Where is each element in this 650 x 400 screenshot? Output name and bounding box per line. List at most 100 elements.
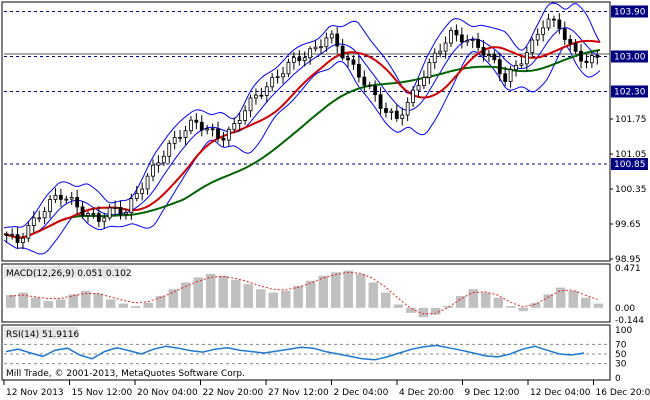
macd-histogram-bar: [381, 292, 391, 308]
candle-body: [232, 123, 237, 130]
macd-histogram-bar: [368, 282, 378, 308]
candle-body: [281, 73, 285, 78]
candle-body: [557, 19, 562, 30]
moving-average-fast-line: [3, 39, 601, 239]
macd-histogram-bar: [143, 302, 153, 308]
rsi-title: RSI(14) 51.9116: [6, 330, 79, 340]
price-tag-label-103.00: 103.00: [614, 53, 646, 63]
candle-body: [156, 162, 161, 166]
candle-body: [151, 164, 155, 177]
candle-body: [422, 77, 426, 86]
candle-body: [514, 64, 518, 70]
candle-body: [124, 212, 128, 215]
candle-body: [69, 197, 74, 200]
candle-body: [183, 130, 188, 138]
macd-histogram-bar: [393, 304, 403, 308]
price-tick-label: 98.95: [615, 255, 641, 265]
macd-histogram-bar: [68, 294, 78, 308]
candle-body: [584, 60, 589, 64]
candle-body: [351, 59, 356, 65]
macd-histogram-bar: [331, 272, 341, 308]
candle-body: [465, 40, 470, 43]
candle-body: [454, 29, 459, 36]
candle-body: [470, 39, 475, 41]
macd-histogram-bar: [431, 307, 441, 315]
x-tick-label: 4 Dec 20:00: [399, 388, 454, 398]
candle-body: [595, 55, 600, 58]
candle-body: [286, 61, 291, 75]
price-tag-label-100.85: 100.85: [614, 160, 646, 170]
macd-histogram-bar: [468, 289, 478, 308]
macd-histogram-bar: [568, 290, 578, 308]
candle-body: [254, 94, 258, 99]
candle-body: [405, 102, 410, 116]
candle-body: [194, 119, 199, 123]
candle-body: [237, 120, 242, 124]
candle-body: [205, 128, 210, 131]
candle-body: [248, 97, 253, 112]
x-tick-label: 22 Nov 20:00: [203, 388, 264, 398]
macd-histogram-bar: [506, 306, 516, 308]
macd-histogram-bar: [293, 285, 303, 308]
rsi-panel: [4, 343, 610, 365]
candle-body: [243, 110, 248, 121]
bollinger-lower-line: [3, 45, 601, 255]
macd-tick-label: -0.144: [615, 316, 644, 326]
candle-body: [53, 195, 58, 200]
candle-body: [275, 76, 280, 79]
candle-body: [378, 94, 383, 109]
candle-body: [48, 199, 52, 212]
candle-body: [432, 52, 437, 63]
macd-histogram-bar: [18, 292, 28, 308]
candle-body: [313, 46, 318, 50]
candle-body: [492, 54, 497, 61]
macd-tick-label: 0.471: [615, 264, 641, 274]
candle-body: [210, 128, 215, 131]
price-tag-103.00: [611, 50, 648, 63]
macd-histogram-bar: [181, 282, 191, 308]
candle-body: [26, 225, 31, 239]
macd-histogram-bar: [256, 289, 266, 308]
candle-body: [134, 192, 139, 199]
candle-body: [416, 85, 421, 91]
x-tick-label: 2 Dec 04:00: [334, 388, 389, 398]
rsi-title-bg: [4, 327, 78, 339]
macd-histogram-bar: [218, 275, 228, 308]
candle-body: [367, 84, 372, 87]
macd-histogram-bar: [418, 307, 428, 318]
price-tag-103.90: [611, 5, 648, 18]
x-tick-label: 15 Nov 12:00: [72, 388, 133, 398]
candle-body: [178, 136, 182, 139]
candle-body: [308, 48, 313, 59]
candle-body: [199, 121, 204, 131]
macd-histogram-bar: [493, 297, 503, 308]
candle-body: [519, 63, 524, 66]
macd-histogram-bar: [43, 301, 53, 308]
candle-body: [400, 114, 405, 119]
price-tick-label: 100.35: [615, 185, 647, 195]
candle-body: [4, 233, 9, 236]
candle-body: [42, 211, 47, 219]
candle-body: [459, 34, 464, 43]
candle-body: [503, 73, 508, 82]
candle-body: [319, 46, 323, 49]
candle-body: [562, 28, 567, 40]
candle-body: [524, 52, 529, 65]
rsi-line: [5, 344, 585, 361]
copyright-text: Mill Trade, © 2001-2013, MetaQuotes Soft…: [6, 369, 245, 379]
candle-body: [389, 110, 394, 113]
candle-body: [579, 50, 583, 62]
candle-body: [302, 57, 307, 61]
macd-title: MACD(12,26,9) 0.051 0.102: [6, 269, 132, 279]
candle-body: [384, 108, 388, 113]
candle-body: [340, 45, 345, 59]
candle-body: [270, 77, 275, 88]
candle-body: [75, 197, 80, 208]
rsi-tick-label: 0: [615, 374, 621, 384]
candle-body: [573, 43, 578, 52]
macd-histogram-bar: [106, 299, 116, 308]
candle-body: [102, 217, 107, 222]
candle-body: [291, 57, 296, 63]
macd-histogram-bar: [56, 299, 66, 308]
macd-title-bg: [4, 266, 128, 278]
